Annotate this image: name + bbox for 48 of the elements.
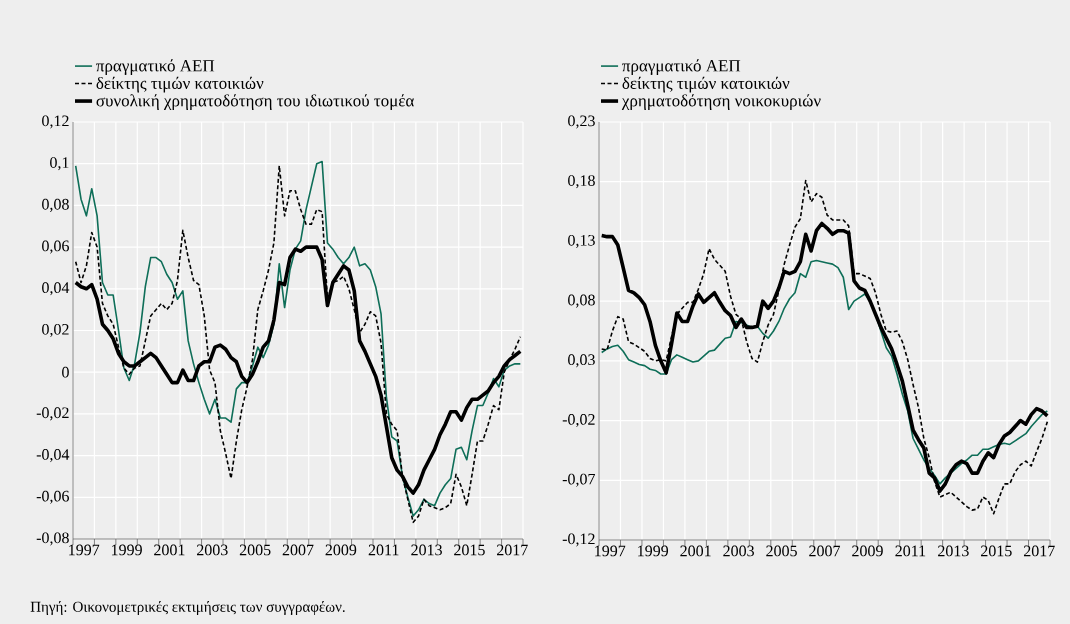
y-tick-label: -0,04 <box>36 449 70 463</box>
x-tick-label: 2001 <box>680 545 711 557</box>
y-tick-label: 0 <box>62 366 69 378</box>
y-tick-label: 0,03 <box>568 354 595 368</box>
y-tick-label: -0,02 <box>36 407 69 421</box>
x-tick-label: 2007 <box>282 544 314 556</box>
y-tick-label: 0,06 <box>42 240 69 254</box>
y-tick-label: 0,04 <box>42 282 70 296</box>
legend-label: πραγματικό ΑΕΠ <box>622 59 741 75</box>
x-tick-label: 2009 <box>325 544 357 556</box>
x-tick-label: 2015 <box>454 544 485 556</box>
legend-label: χρηματοδότηση νοικοκυριών <box>621 94 821 110</box>
x-tick-label: 2007 <box>809 545 841 557</box>
text: Πηγή: Οικονομετρικές εκτιμήσεις των συγγραφέων. <box>30 601 345 615</box>
legend-label: δείκτης τιμών κατοικιών <box>96 76 264 93</box>
x-tick-label: 2003 <box>197 544 228 556</box>
x-tick-label: 2015 <box>981 545 1012 557</box>
legend-label: πραγματικό ΑΕΠ <box>96 59 215 75</box>
x-tick-label: 2011 <box>895 545 926 557</box>
x-tick-label: 1997 <box>69 544 100 556</box>
y-tick-label: -0,06 <box>36 490 69 504</box>
x-tick-label: 1999 <box>638 545 669 557</box>
x-tick-label: 2005 <box>766 545 797 557</box>
x-tick-label: 2003 <box>723 545 754 557</box>
y-tick-label: 0,02 <box>42 323 69 338</box>
x-tick-label: 2017 <box>497 544 528 556</box>
y-tick-label: 0,08 <box>42 198 69 212</box>
y-tick-label: 0,13 <box>568 234 595 248</box>
x-tick-label: 2017 <box>1023 545 1055 557</box>
legend-label: δείκτης τιμών κατοικιών <box>622 76 790 93</box>
y-tick-label: 0,1 <box>50 157 69 171</box>
y-tick-label: 0,08 <box>568 294 595 308</box>
x-tick-label: 2011 <box>368 544 399 556</box>
y-tick-label: -0,07 <box>562 473 596 487</box>
x-tick-label: 2009 <box>852 545 883 557</box>
x-tick-label: 2001 <box>154 544 185 556</box>
x-tick-label: 2005 <box>239 544 271 556</box>
y-tick-label: -0,02 <box>562 414 595 428</box>
x-tick-label: 1999 <box>111 544 142 556</box>
x-tick-label: 1997 <box>595 545 626 557</box>
y-tick-label: 0,18 <box>568 175 595 189</box>
x-tick-label: 2013 <box>938 545 969 557</box>
y-tick-label: 0,12 <box>42 115 69 129</box>
y-tick-label: -0,12 <box>562 533 595 547</box>
y-tick-label: 0,23 <box>568 115 595 129</box>
y-tick-label: -0,08 <box>36 532 69 546</box>
legend-label: συνολική χρηματοδότηση του ιδιωτικού τομέα <box>96 94 414 110</box>
x-tick-label: 2013 <box>411 544 442 556</box>
